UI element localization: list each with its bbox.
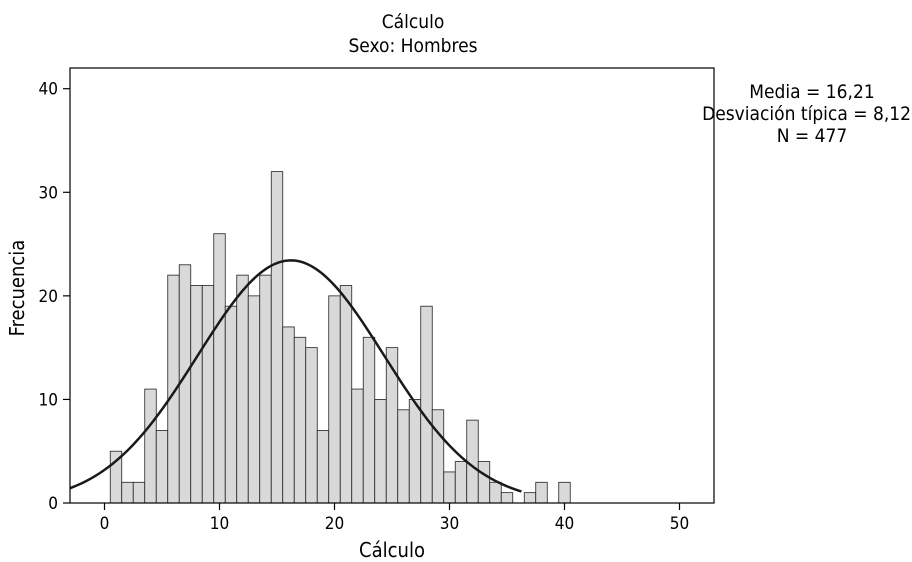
histogram-bar [408,399,422,504]
histogram-bar [339,285,353,504]
histogram-bar [144,388,157,504]
histogram-bar [155,430,169,504]
histogram-bar [489,481,502,504]
y-tick-label: 20 [39,287,58,307]
y-axis: 0 10 20 30 40 [39,80,70,514]
x-tick-label: 0 [100,514,110,534]
histogram-bar [259,274,272,504]
histogram-bar [431,409,445,504]
histogram-bar [397,409,410,504]
histogram-bar [351,388,364,504]
histogram-bar [385,347,399,504]
histogram-bar [270,171,284,504]
stats-std: Desviación típica = 8,123 [702,103,912,125]
x-tick-label: 40 [555,514,574,534]
histogram-bar [201,285,215,504]
histogram-bar [374,399,387,504]
histogram-bar [305,347,318,504]
histogram-bar [558,481,571,504]
y-tick-label: 40 [39,80,58,100]
histogram-bar [247,295,261,504]
chart-title: Cálculo [382,11,445,33]
x-axis: 0 10 20 30 40 50 [100,503,689,534]
x-axis-title: Cálculo [359,538,425,562]
histogram-bar [420,305,433,504]
histogram-bar [178,264,192,504]
x-tick-label: 20 [325,514,344,534]
histogram-bar [454,461,468,504]
histogram-bar [190,285,203,504]
stats-n: N = 477 [777,125,848,147]
y-axis-title: Frecuencia [5,240,29,337]
normal-curve [69,259,522,493]
chart-subtitle: Sexo: Hombres [348,35,477,57]
histogram-bar [477,461,491,504]
histogram-bar [132,481,146,504]
x-tick-label: 30 [440,514,459,534]
histogram-bar [224,305,238,504]
histogram-bar [523,492,537,504]
y-tick-label: 10 [39,390,58,410]
histogram-bar [500,492,514,504]
histogram-bar [121,481,134,504]
histogram-bar [362,336,376,504]
y-tick-label: 0 [48,494,58,514]
histogram-bar [282,326,295,504]
stats-mean: Media = 16,21 [749,81,874,103]
x-tick-label: 50 [670,514,689,534]
histogram-bar [293,336,307,504]
histogram-bar [443,471,456,504]
bars-group [109,171,571,504]
y-tick-label: 30 [39,183,58,203]
histogram-bar [328,295,341,504]
x-tick-label: 10 [210,514,229,534]
histogram-bar [535,481,548,504]
plot-frame [69,67,715,504]
histogram-bar [213,233,226,504]
histogram-bar [316,430,330,504]
histogram-bar [236,274,249,504]
